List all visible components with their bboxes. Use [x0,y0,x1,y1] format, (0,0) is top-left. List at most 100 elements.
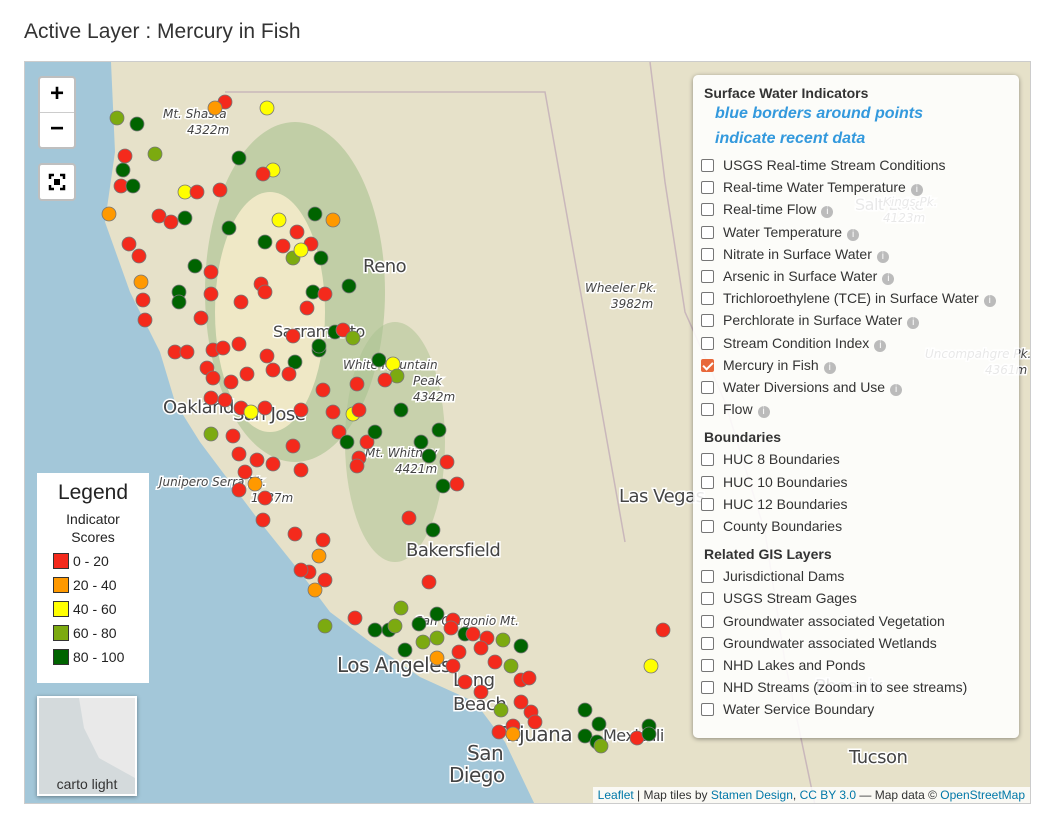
site-point[interactable] [285,438,301,454]
site-point[interactable] [255,512,271,528]
layer-label[interactable]: Stream Condition Index [723,334,870,351]
site-point[interactable] [317,618,333,634]
layer-row[interactable]: USGS Stream Gages [701,588,857,608]
site-point[interactable] [179,344,195,360]
checkbox[interactable] [701,570,714,584]
site-point[interactable] [275,238,291,254]
layer-row[interactable]: USGS Real-time Stream Conditions [701,155,946,175]
attribution-link[interactable]: Leaflet [597,788,634,802]
layer-label[interactable]: USGS Real-time Stream Conditions [723,157,946,173]
site-point[interactable] [527,714,543,730]
checkbox[interactable] [701,497,714,511]
site-point[interactable] [367,424,383,440]
site-point[interactable] [257,284,273,300]
layer-row[interactable]: Groundwater associated Wetlands [701,633,937,653]
site-point[interactable] [443,620,459,636]
site-point[interactable] [117,148,133,164]
layer-label[interactable]: Real-time Flow [723,201,817,218]
site-point[interactable] [505,726,521,742]
site-point[interactable] [325,404,341,420]
site-point[interactable] [243,404,259,420]
site-point[interactable] [257,400,273,416]
layer-label[interactable]: Flow [723,401,753,418]
site-point[interactable] [217,392,233,408]
layer-row[interactable]: Arsenic in Surface Water i [701,266,895,286]
site-point[interactable] [473,640,489,656]
layer-label[interactable]: Arsenic in Surface Water [723,268,878,284]
layer-row[interactable]: HUC 8 Boundaries [701,449,840,469]
layer-row[interactable]: Water Diversions and Use i [701,377,903,397]
site-point[interactable] [473,684,489,700]
site-point[interactable] [293,402,309,418]
site-point[interactable] [493,702,509,718]
info-icon[interactable]: i [757,406,770,419]
site-point[interactable] [439,454,455,470]
site-point[interactable] [335,322,351,338]
layer-label[interactable]: Real-time Water Temperature [723,179,906,196]
checkbox[interactable] [701,520,714,533]
checkbox[interactable] [701,381,714,394]
layer-row[interactable]: HUC 12 Boundaries [701,494,848,514]
site-point[interactable] [311,548,327,564]
info-icon[interactable]: i [910,184,923,197]
site-point[interactable] [351,402,367,418]
site-point[interactable] [315,532,331,548]
info-icon[interactable]: i [907,317,920,330]
site-point[interactable] [431,422,447,438]
site-point[interactable] [187,258,203,274]
site-point[interactable] [341,278,357,294]
checkbox[interactable] [701,247,714,261]
site-point[interactable] [131,248,147,264]
checkbox[interactable] [701,403,714,417]
site-point[interactable] [387,618,403,634]
checkbox[interactable] [701,336,714,350]
site-point[interactable] [593,738,609,754]
site-point[interactable] [189,184,205,200]
attribution-link[interactable]: OpenStreetMap [940,788,1025,802]
checkbox[interactable] [701,225,714,239]
site-point[interactable] [465,626,481,642]
site-point[interactable] [367,622,383,638]
site-point[interactable] [151,208,167,224]
site-point[interactable] [457,674,473,690]
site-point[interactable] [359,434,375,450]
site-point[interactable] [257,490,273,506]
checkbox[interactable] [701,203,714,217]
checkbox[interactable] [701,270,714,283]
site-point[interactable] [307,206,323,222]
site-point[interactable] [287,354,303,370]
layer-label[interactable]: Water Diversions and Use [723,379,886,395]
checkbox[interactable] [701,703,714,717]
layer-row[interactable]: Water Service Boundary [701,699,874,719]
layer-label[interactable]: Perchlorate in Surface Water [723,312,903,329]
site-point[interactable] [513,694,529,710]
checkbox[interactable] [701,453,714,467]
layer-row[interactable]: Jurisdictional Dams [701,566,844,586]
layer-row[interactable]: Real-time Water Temperature i [701,177,923,197]
site-point[interactable] [133,274,149,290]
site-point[interactable] [655,622,671,638]
checkbox[interactable] [701,292,714,306]
site-point[interactable] [257,234,273,250]
site-point[interactable] [503,658,519,674]
checkbox[interactable] [701,614,714,628]
site-point[interactable] [223,374,239,390]
site-point[interactable] [249,452,265,468]
site-point[interactable] [221,220,237,236]
site-point[interactable] [289,224,305,240]
site-point[interactable] [205,370,221,386]
site-point[interactable] [101,206,117,222]
site-point[interactable] [401,510,417,526]
site-point[interactable] [371,352,387,368]
site-point[interactable] [193,310,209,326]
info-icon[interactable]: i [983,295,996,308]
checkbox[interactable] [701,181,714,195]
layer-label[interactable]: Nitrate in Surface Water [723,245,872,262]
checkbox[interactable] [701,159,714,172]
layer-label[interactable]: Trichloroethylene (TCE) in Surface Water [723,290,979,307]
layer-row[interactable]: NHD Lakes and Ponds [701,655,865,675]
site-point[interactable] [239,366,255,382]
layer-label[interactable]: HUC 10 Boundaries [723,473,848,490]
site-point[interactable] [231,336,247,352]
layer-row[interactable]: Real-time Flow i [701,199,834,219]
